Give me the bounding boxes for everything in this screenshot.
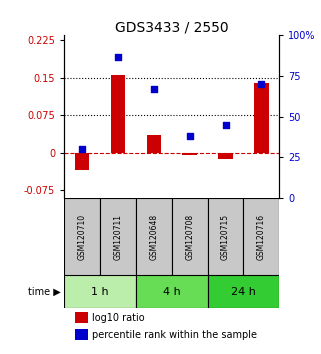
Bar bbox=[136, 198, 172, 275]
Text: GSM120715: GSM120715 bbox=[221, 213, 230, 260]
Text: time ▶: time ▶ bbox=[28, 287, 61, 297]
Title: GDS3433 / 2550: GDS3433 / 2550 bbox=[115, 20, 229, 34]
Text: 1 h: 1 h bbox=[91, 287, 109, 297]
Point bbox=[259, 81, 264, 87]
Point bbox=[151, 86, 156, 92]
Point bbox=[116, 54, 121, 59]
Text: 4 h: 4 h bbox=[163, 287, 181, 297]
Bar bbox=[75, 153, 89, 170]
Bar bbox=[75, 329, 88, 340]
Bar bbox=[111, 75, 125, 153]
Text: GSM120710: GSM120710 bbox=[78, 213, 87, 260]
Bar bbox=[172, 198, 208, 275]
Text: GSM120648: GSM120648 bbox=[149, 213, 158, 260]
Bar bbox=[64, 198, 100, 275]
Text: 24 h: 24 h bbox=[231, 287, 256, 297]
Bar bbox=[147, 136, 161, 153]
Bar bbox=[208, 198, 243, 275]
Point bbox=[187, 133, 192, 139]
Bar bbox=[136, 275, 208, 308]
Text: GSM120711: GSM120711 bbox=[113, 213, 123, 259]
Bar bbox=[218, 153, 233, 159]
Point bbox=[80, 146, 85, 152]
Text: percentile rank within the sample: percentile rank within the sample bbox=[92, 330, 257, 339]
Bar bbox=[254, 83, 268, 153]
Bar bbox=[208, 275, 279, 308]
Point bbox=[223, 122, 228, 128]
Text: GSM120716: GSM120716 bbox=[257, 213, 266, 260]
Text: log10 ratio: log10 ratio bbox=[92, 313, 145, 322]
Text: GSM120708: GSM120708 bbox=[185, 213, 194, 260]
Bar bbox=[182, 153, 197, 155]
Bar bbox=[100, 198, 136, 275]
Bar bbox=[243, 198, 279, 275]
Bar bbox=[75, 312, 88, 323]
Bar bbox=[64, 275, 136, 308]
